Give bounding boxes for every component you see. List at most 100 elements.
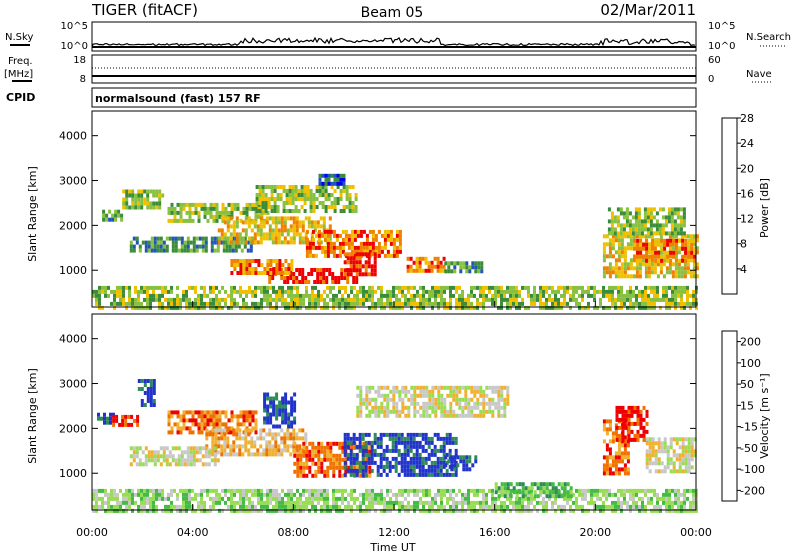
velocity-cell [627,409,631,414]
power-colorbar-tick-label: 8 [740,238,747,251]
velocity-cell [433,460,437,465]
velocity-cell [464,413,468,418]
power-cell [622,211,626,216]
velocity-cell [569,496,572,501]
power-cell [518,293,521,298]
power-cell [347,297,350,302]
velocity-cell [687,453,691,458]
power-cell [144,240,148,245]
velocity-cell [401,397,405,402]
power-cell [332,233,336,238]
velocity-cell [605,496,608,501]
power-cell [356,301,359,306]
power-cell [262,236,266,241]
velocity-cell [286,432,290,437]
velocity-cell [415,472,419,477]
power-cell [639,242,643,247]
power-cell [638,262,642,267]
velocity-cell [392,492,395,497]
power-cell [290,289,293,294]
power-cell [459,261,463,266]
power-cell [298,240,302,245]
velocity-cell [214,440,218,445]
power-cell [527,293,530,298]
velocity-cell [506,492,509,497]
velocity-cell [413,413,417,418]
velocity-cell [349,468,353,473]
power-cell [389,305,392,310]
power-cell [243,236,247,241]
power-cell [200,202,204,207]
velocity-cell [657,461,661,466]
velocity-cell [605,471,609,476]
power-cell [260,271,264,275]
velocity-cell [265,452,269,457]
power-cell [317,245,321,250]
velocity-cell [341,449,345,454]
velocity-cell [101,504,104,509]
velocity-cell [329,461,333,466]
velocity-cell [500,397,504,402]
velocity-cell [693,437,697,442]
velocity-cell [212,496,215,501]
power-cell [254,259,258,263]
power-cell [465,265,469,270]
power-cell [670,231,674,236]
velocity-cell [403,440,407,445]
power-cell [670,207,674,212]
power-cell [527,305,530,310]
velocity-cell [280,448,284,453]
velocity-cell [425,492,428,497]
power-cell [338,301,341,306]
velocity-cell [644,504,647,509]
power-cell [350,245,354,250]
velocity-cell [218,508,221,513]
power-cell [617,285,620,290]
velocity-cell [624,413,628,418]
power-cell [695,266,699,271]
power-cell [326,253,330,258]
power-cell [276,205,280,209]
velocity-cell [200,422,204,427]
velocity-cell [421,460,425,465]
power-cell [266,271,270,275]
velocity-cell [503,385,507,390]
velocity-cell [296,508,299,513]
power-cell [682,223,686,228]
velocity-cell [602,471,606,476]
power-cell [359,241,363,246]
velocity-cell [458,401,462,406]
power-cell [317,233,321,238]
velocity-cell [329,441,333,446]
power-cell [245,206,249,211]
power-cell [667,207,671,212]
power-cell [122,301,125,306]
velocity-cell [427,472,431,477]
power-cell [167,289,170,294]
power-cell [518,289,521,294]
velocity-cell [275,508,278,513]
velocity-cell [443,397,447,402]
power-cell [380,245,384,250]
power-cell [673,231,677,236]
power-cell [281,301,284,306]
velocity-cell [500,393,504,398]
velocity-cell [433,464,437,469]
velocity-cell [404,413,408,418]
power-cell [377,301,380,306]
velocity-cell [623,455,627,460]
power-cell [344,229,348,234]
velocity-cell [624,425,628,430]
power-cell [197,293,200,298]
velocity-cell [359,504,362,509]
power-cell [268,228,272,233]
power-cell [257,301,260,306]
power-cell [638,301,641,306]
velocity-cell [113,508,116,513]
velocity-cell [593,508,596,513]
velocity-cell [404,405,408,410]
velocity-cell [392,397,396,402]
velocity-cell [431,401,435,406]
power-cell [282,189,286,193]
velocity-cell [365,488,368,493]
